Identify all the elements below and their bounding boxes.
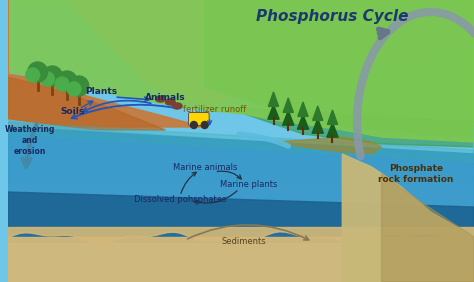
Text: Marine plants: Marine plants [220, 180, 278, 189]
Polygon shape [8, 127, 474, 227]
Polygon shape [8, 0, 205, 127]
Text: Phosphate
rock formation: Phosphate rock formation [378, 164, 454, 184]
FancyBboxPatch shape [189, 113, 209, 125]
Text: Sediments: Sediments [222, 237, 266, 246]
Circle shape [26, 68, 40, 82]
Circle shape [67, 82, 81, 96]
Text: Marine animals: Marine animals [173, 163, 237, 172]
Text: Soils: Soils [60, 107, 84, 116]
Text: fertilizer runoff: fertilizer runoff [183, 105, 246, 114]
Polygon shape [328, 110, 337, 124]
Polygon shape [205, 0, 474, 137]
Polygon shape [8, 0, 474, 282]
Circle shape [191, 122, 197, 129]
Circle shape [41, 72, 55, 86]
Polygon shape [268, 92, 279, 106]
Circle shape [201, 122, 208, 129]
Text: Plants: Plants [85, 87, 118, 96]
Circle shape [28, 62, 47, 82]
Ellipse shape [172, 103, 182, 109]
Polygon shape [313, 106, 323, 120]
Polygon shape [298, 102, 308, 116]
Polygon shape [8, 192, 474, 242]
Polygon shape [8, 237, 474, 282]
Polygon shape [283, 111, 294, 125]
Ellipse shape [155, 96, 165, 102]
Polygon shape [312, 119, 323, 133]
Polygon shape [273, 137, 382, 154]
Polygon shape [8, 77, 165, 130]
Circle shape [43, 66, 62, 86]
Polygon shape [8, 120, 474, 182]
Polygon shape [283, 98, 293, 113]
Ellipse shape [165, 99, 175, 105]
Polygon shape [8, 0, 474, 107]
Circle shape [55, 77, 69, 91]
Polygon shape [327, 123, 338, 137]
Text: Phosphorus Cycle: Phosphorus Cycle [256, 10, 409, 25]
Text: Animals: Animals [145, 93, 186, 102]
Polygon shape [342, 154, 474, 282]
Polygon shape [268, 105, 279, 119]
Text: Weathering
and
erosion: Weathering and erosion [5, 125, 55, 156]
Polygon shape [8, 122, 474, 162]
Polygon shape [297, 115, 309, 129]
Polygon shape [8, 0, 474, 142]
Polygon shape [382, 174, 474, 282]
Polygon shape [224, 107, 474, 147]
Text: Dissolved pohsphates: Dissolved pohsphates [134, 195, 226, 204]
Circle shape [57, 71, 77, 91]
Circle shape [69, 76, 89, 96]
